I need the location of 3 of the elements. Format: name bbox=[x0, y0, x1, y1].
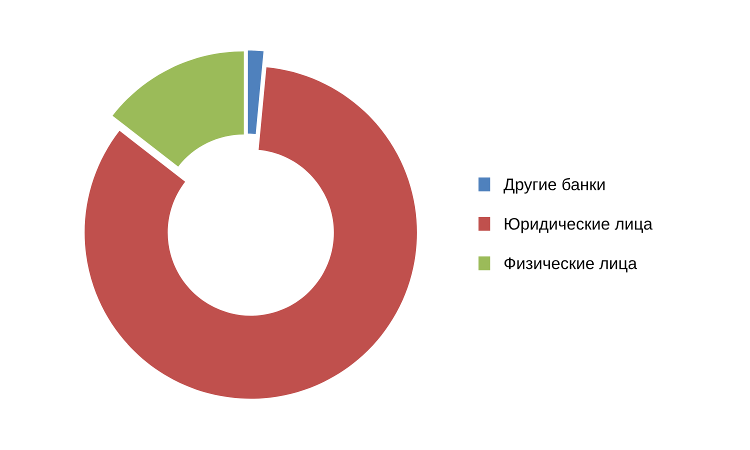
legend-label: Физические лица bbox=[504, 258, 638, 272]
legend-label: Юридические лица bbox=[504, 218, 653, 234]
legend-label: Другие банки bbox=[504, 178, 605, 194]
